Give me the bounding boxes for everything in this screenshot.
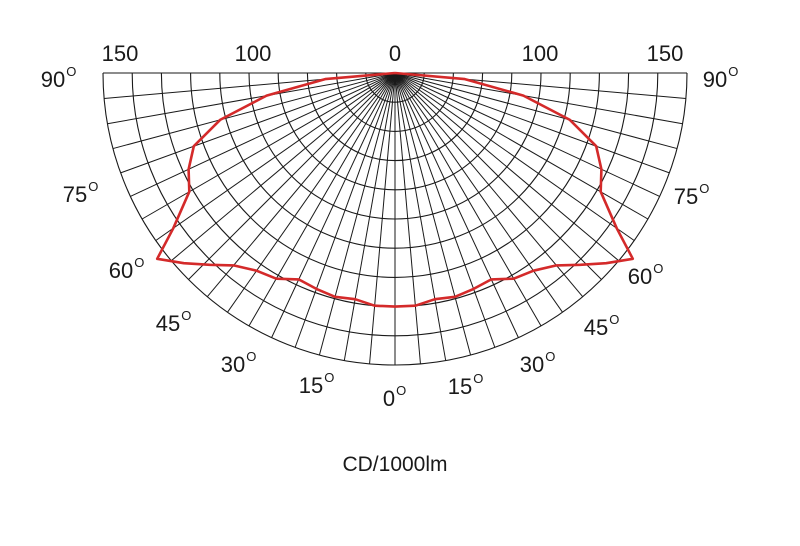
angle-label-right: 90 O — [703, 64, 739, 92]
angle-label-left: 15 O — [299, 370, 335, 398]
angle-label-right: 45 O — [584, 312, 620, 340]
radial-tick-label: 100 — [235, 41, 272, 66]
grid-spoke — [141, 72, 396, 220]
radial-tick-label: 150 — [647, 41, 684, 66]
grid-spoke — [120, 72, 396, 174]
angle-label-left: 60 O — [109, 255, 145, 283]
radial-unit-label: CD/1000lm — [342, 453, 447, 476]
angle-value: 60 — [628, 264, 652, 289]
angle-value: 15 — [299, 373, 323, 398]
grid-spoke — [394, 72, 563, 313]
angle-value: 90 — [41, 67, 65, 92]
grid-spoke — [394, 72, 602, 280]
angle-label-right: 30 O — [520, 349, 556, 377]
angle-value: 15 — [448, 374, 472, 399]
grid-spoke — [227, 72, 396, 313]
grid-spoke — [130, 72, 396, 197]
radial-tick-label: 150 — [102, 41, 139, 66]
grid-spoke — [206, 72, 396, 298]
degree-mark: O — [246, 349, 256, 364]
angle-label-right: 75 O — [674, 181, 710, 209]
angle-value: 30 — [520, 352, 544, 377]
degree-mark: O — [545, 349, 555, 364]
angle-value: 60 — [109, 258, 133, 283]
grid-spoke — [394, 72, 635, 241]
grid-spoke — [394, 72, 447, 361]
degree-mark: O — [728, 64, 738, 79]
degree-mark: O — [134, 255, 144, 270]
angle-value: 45 — [584, 315, 608, 340]
grid-spoke — [318, 72, 396, 356]
angle-label-right: 15 O — [448, 371, 484, 399]
angle-value: 0 — [383, 386, 395, 411]
grid-spoke — [394, 72, 678, 150]
angle-label-left: 45 O — [156, 308, 192, 336]
grid-spoke — [394, 72, 660, 197]
angle-value: 30 — [221, 352, 245, 377]
grid-spoke — [394, 72, 649, 220]
grid-spoke — [248, 72, 396, 327]
degree-mark: O — [88, 179, 98, 194]
angle-label-left: 90 O — [41, 64, 77, 92]
grid-spoke — [394, 72, 542, 327]
grid-spoke — [394, 72, 620, 262]
radial-tick-label: 100 — [522, 41, 559, 66]
candela-curve — [155, 71, 635, 308]
grid-spoke — [271, 72, 396, 338]
grid-spoke — [369, 72, 396, 364]
degree-mark: O — [473, 371, 483, 386]
grid-spoke — [394, 72, 670, 174]
grid-spoke — [188, 72, 396, 280]
grid-spoke — [394, 72, 683, 125]
degree-mark: O — [609, 312, 619, 327]
degree-mark: O — [66, 64, 76, 79]
grid-spoke — [294, 72, 396, 348]
angle-value: 75 — [63, 182, 87, 207]
grid-spoke — [112, 72, 396, 150]
degree-mark: O — [324, 370, 334, 385]
degree-mark: O — [699, 181, 709, 196]
angle-label-right: 60 O — [628, 261, 664, 289]
grid-spoke — [170, 72, 396, 262]
grid-spoke — [343, 72, 396, 361]
angle-value: 90 — [703, 67, 727, 92]
degree-mark: O — [396, 383, 406, 398]
grid-spoke — [394, 72, 421, 364]
grid-spoke — [155, 72, 396, 241]
grid-spoke — [394, 72, 496, 348]
angle-value: 75 — [674, 184, 698, 209]
grid-spoke — [394, 72, 584, 298]
angle-label-left: 75 O — [63, 179, 99, 207]
distribution-curve-layer — [155, 71, 635, 308]
radial-tick-label: 0 — [389, 41, 401, 66]
angle-label-left: 30 O — [221, 349, 257, 377]
angle-value: 45 — [156, 311, 180, 336]
grid-spoke — [394, 72, 472, 356]
grid-spoke — [394, 72, 519, 338]
grid-spoke — [107, 72, 396, 125]
degree-mark: O — [653, 261, 663, 276]
degree-mark: O — [181, 308, 191, 323]
